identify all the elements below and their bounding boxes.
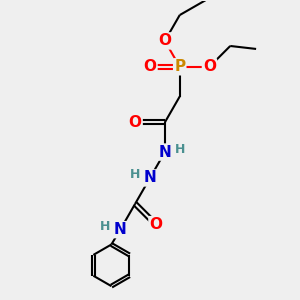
Text: H: H xyxy=(175,142,185,156)
Text: O: O xyxy=(203,59,216,74)
Text: O: O xyxy=(158,33,171,48)
Text: N: N xyxy=(114,222,127,237)
Text: N: N xyxy=(144,170,156,185)
Text: O: O xyxy=(129,115,142,130)
Text: O: O xyxy=(149,217,162,232)
Text: N: N xyxy=(158,145,171,160)
Text: H: H xyxy=(130,169,140,182)
Text: P: P xyxy=(174,59,185,74)
Text: H: H xyxy=(100,220,111,233)
Text: O: O xyxy=(143,59,157,74)
